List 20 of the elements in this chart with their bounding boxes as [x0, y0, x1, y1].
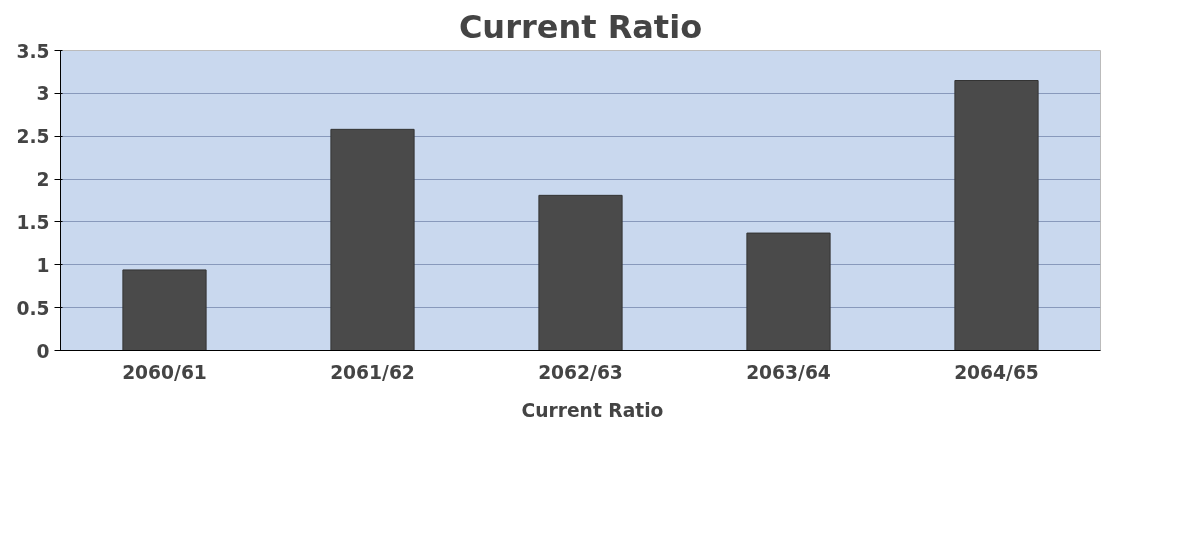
y-tick-label: 3 — [36, 83, 50, 105]
y-tick-label: 3.5 — [16, 40, 50, 62]
y-tick-label: 1 — [36, 254, 50, 276]
bar — [330, 128, 415, 351]
text: Current Ratio — [521, 399, 664, 421]
y-tick-label: 0 — [36, 340, 50, 362]
bar — [122, 269, 207, 351]
y-tick-label: 0.5 — [16, 297, 50, 319]
bar — [954, 80, 1039, 351]
y-tick-label: 2.5 — [16, 126, 50, 148]
x-tick-label: 2061/62 — [330, 361, 415, 383]
x-tick-label: 2063/64 — [746, 361, 831, 383]
y-tick-label: 2 — [36, 169, 50, 191]
chart-title: Current Ratio — [458, 7, 703, 46]
x-tick-label: 2060/61 — [122, 361, 207, 383]
x-tick-label: 2062/63 — [538, 361, 623, 383]
y-tick-label: 1.5 — [16, 211, 50, 233]
bar — [538, 194, 623, 351]
bar — [746, 232, 831, 351]
x-tick-label: 2064/65 — [954, 361, 1039, 383]
